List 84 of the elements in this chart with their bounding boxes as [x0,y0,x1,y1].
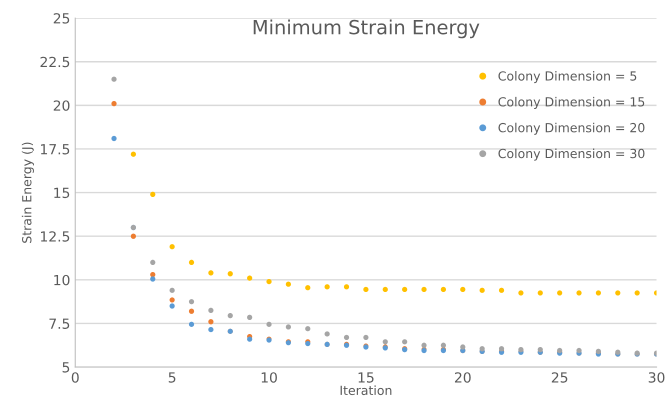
point [324,284,330,290]
point [480,288,485,293]
x-tick-label: 10 [262,372,277,383]
point [266,322,272,327]
point [518,290,524,296]
legend-label: Colony Dimension = 30 [498,148,644,161]
point [382,339,388,344]
point [150,192,156,197]
x-tick-label: 5 [168,372,176,383]
point [266,278,272,284]
point [188,308,194,314]
x-tick-label: 20 [454,372,471,383]
point [440,342,446,348]
point [111,101,117,106]
point [498,288,504,293]
point [557,290,562,296]
point [208,308,214,313]
point [130,152,136,157]
point [634,290,640,296]
point [421,342,427,348]
point [460,344,466,350]
point [440,286,446,292]
point [228,271,233,276]
point [208,270,214,276]
point [596,290,602,296]
y-tick-label: 22.5 [40,56,70,68]
y-tick-label: 12.5 [41,231,70,242]
point [150,260,156,265]
point [111,76,117,82]
point [188,260,194,265]
point [111,136,117,142]
x-tick-label: 0 [72,372,79,383]
legend-label: Colony Dimension = 5 [498,71,636,84]
point [150,272,156,278]
x-tick-label: 30 [648,372,664,383]
point [170,288,175,293]
point [170,244,175,250]
point [305,326,310,332]
y-tick-label: 5 [62,362,70,373]
y-tick-label: 17.5 [41,144,70,154]
point [576,348,582,354]
point [170,297,175,303]
point [130,234,136,239]
point [382,286,388,292]
point [402,286,408,292]
y-tick-label: 25 [54,13,70,24]
point [324,331,330,337]
point [498,346,504,352]
point [421,286,427,292]
point [247,314,252,320]
x-tick-label: 25 [552,372,568,383]
point [480,346,485,352]
point [247,276,252,281]
x-tick-label: 15 [358,372,374,383]
point [363,286,369,292]
point [188,299,194,304]
y-tick-label: 10 [54,274,70,286]
point [576,290,582,296]
point [208,326,214,332]
point [615,290,620,296]
y-tick-label: 15 [54,188,70,198]
point [228,313,233,318]
point [208,319,214,324]
point [170,303,175,309]
point [363,334,369,340]
point [460,286,466,292]
point [344,284,350,290]
chart-title: Minimum Strain Energy [254,19,480,38]
legend-label: Colony Dimension = 20 [498,122,644,135]
point [247,336,252,342]
point [286,282,291,287]
point [305,285,310,290]
point [538,347,543,352]
point [286,324,291,330]
point [188,322,194,327]
legend-label: Colony Dimension = 15 [498,96,644,109]
point [344,334,350,340]
x-axis-title: Iteration [340,385,392,396]
y-tick-label: 7.5 [49,318,70,329]
point [150,276,156,282]
point [538,290,543,296]
y-tick-label: 20 [54,100,70,111]
y-axis-title: Strain Energy (J) [22,142,34,243]
point [402,339,408,344]
